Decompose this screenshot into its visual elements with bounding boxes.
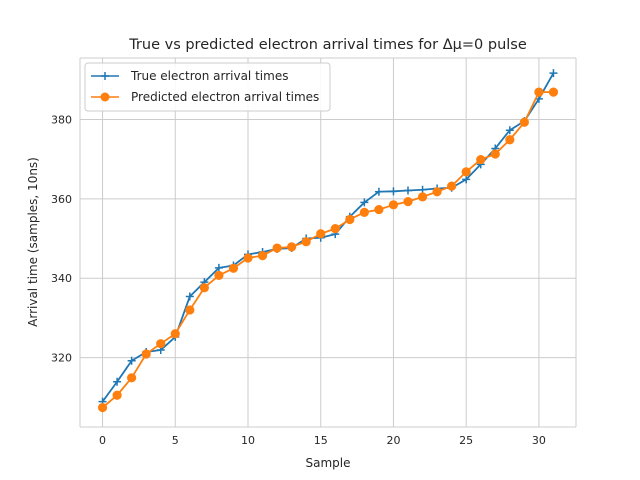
data-point <box>534 87 544 97</box>
data-point <box>461 167 471 177</box>
x-tick-label: 15 <box>314 434 328 447</box>
data-point <box>214 270 224 281</box>
grid <box>80 58 576 427</box>
legend-box <box>84 62 331 112</box>
data-point <box>112 390 122 400</box>
legend-label-predicted: Predicted electron arrival times <box>131 90 319 104</box>
data-point <box>389 187 398 196</box>
legend-marker-predicted <box>100 92 110 102</box>
data-point <box>447 181 457 191</box>
legend-marker-true <box>101 72 109 80</box>
plot-area <box>80 58 576 427</box>
x-tick-label: 5 <box>172 434 179 447</box>
data-point <box>141 349 151 359</box>
x-tick-label: 25 <box>459 434 473 447</box>
data-point <box>548 87 559 97</box>
data-point <box>287 242 297 252</box>
data-point <box>345 214 355 225</box>
data-point <box>549 69 558 78</box>
data-point <box>360 198 369 207</box>
y-axis-label: Arrival time (samples, 10ns) <box>26 157 40 327</box>
data-point <box>476 154 486 165</box>
data-point <box>170 329 180 339</box>
data-point <box>505 126 514 135</box>
tick-labels: 0 5 10 15 20 25 30 320 340 360 380 <box>51 114 546 448</box>
data-point <box>316 229 326 239</box>
y-tick-label: 380 <box>51 114 72 127</box>
data-point <box>388 200 399 210</box>
series-predicted <box>97 87 559 413</box>
data-point <box>301 237 311 247</box>
data-point <box>404 186 412 195</box>
data-point <box>243 253 253 263</box>
x-tick-label: 20 <box>386 434 400 447</box>
data-point <box>462 175 471 184</box>
data-point <box>127 356 136 365</box>
data-point <box>228 263 239 273</box>
data-point <box>97 402 108 413</box>
chart-title: True vs predicted electron arrival times… <box>128 37 527 53</box>
x-tick-label: 30 <box>532 434 546 447</box>
y-tick-label: 360 <box>51 193 72 206</box>
legend-label-true: True electron arrival times <box>130 69 288 83</box>
data-point <box>490 149 500 159</box>
data-point <box>374 204 384 215</box>
data-point <box>156 339 166 349</box>
data-point <box>417 192 428 202</box>
x-axis-label: Sample <box>306 456 351 470</box>
data-point <box>505 135 515 145</box>
data-point <box>127 373 137 383</box>
data-point <box>199 283 209 293</box>
data-point <box>519 117 529 127</box>
data-point <box>113 377 122 386</box>
data-point <box>359 207 369 217</box>
data-point <box>185 292 194 301</box>
y-tick-label: 320 <box>51 352 72 365</box>
series-layer <box>97 69 559 413</box>
data-point <box>214 263 223 272</box>
axes <box>79 57 577 428</box>
data-point <box>257 250 268 261</box>
data-point <box>272 243 282 253</box>
data-point <box>432 187 442 197</box>
data-point <box>374 187 383 196</box>
legend: True electron arrival times Predicted el… <box>84 62 331 112</box>
data-point <box>403 197 413 207</box>
data-point <box>185 305 195 315</box>
x-tick-label: 0 <box>99 434 106 447</box>
data-point <box>330 224 340 234</box>
x-tick-label: 10 <box>241 434 255 447</box>
y-tick-label: 340 <box>51 272 72 285</box>
